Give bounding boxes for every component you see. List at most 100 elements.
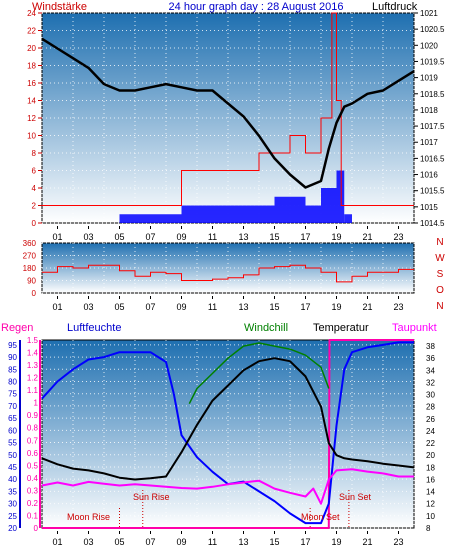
chart-title: 24 hour graph day : 28 August 2016 xyxy=(169,1,344,13)
temperature-axis-label: 30 xyxy=(426,391,435,400)
wind-mean-bar xyxy=(135,214,151,223)
rain-axis-label: 1.2 xyxy=(27,374,39,383)
wind-mean-bar xyxy=(181,205,197,223)
temperature-axis-label: 36 xyxy=(426,354,435,363)
compass-label: N xyxy=(436,237,443,248)
panel1-hour-label: 07 xyxy=(145,232,155,242)
rain-axis-label: 0.9 xyxy=(27,411,39,420)
panel2-hour-label: 11 xyxy=(208,302,217,312)
direction-axis-label: 0 xyxy=(32,289,37,298)
rain-axis-label: 0.8 xyxy=(27,424,39,433)
temperature-axis-label: 10 xyxy=(426,512,435,521)
humidity-axis-label: 25 xyxy=(8,512,17,521)
wind-mean-bar xyxy=(344,214,352,223)
rain-axis-label: 1 xyxy=(34,399,39,408)
compass-label: W xyxy=(435,253,445,264)
wind-direction-line xyxy=(42,264,414,283)
pressure-line xyxy=(41,37,415,189)
compass-label: S xyxy=(437,269,444,280)
pressure-axis-label: 1014.5 xyxy=(420,219,445,228)
wind-mean-bar xyxy=(243,205,259,223)
wind-axis-label: 2 xyxy=(32,202,37,211)
dewpoint-line xyxy=(41,468,414,505)
pressure-axis-label: 1019.5 xyxy=(420,57,445,66)
axis-layer: 0246810121416182022241014.510151015.5101… xyxy=(8,9,445,547)
rain-axis-label: 0.4 xyxy=(27,474,39,483)
panel1-hour-label: 03 xyxy=(83,232,93,242)
humidity-axis-label: 75 xyxy=(8,390,17,399)
wind-mean-bar xyxy=(150,214,166,223)
temperature-axis-label: 20 xyxy=(426,451,435,460)
wind-axis-label: 10 xyxy=(27,132,36,141)
pressure-axis-label: 1020.5 xyxy=(420,25,445,34)
panel3-hour-label: 03 xyxy=(83,537,93,547)
pressure-axis-title: Luftdruck xyxy=(372,1,418,13)
pressure-axis-label: 1017.5 xyxy=(420,122,445,131)
wind-mean-bar xyxy=(166,214,182,223)
panel3-hour-label: 05 xyxy=(114,537,124,547)
panel2-hour-label: 23 xyxy=(393,302,403,312)
temperature-axis-label: 22 xyxy=(426,439,435,448)
panel3-hour-label: 07 xyxy=(145,537,155,547)
panel1-hour-label: 23 xyxy=(393,232,403,242)
panel1-hour-label: 19 xyxy=(331,232,341,242)
pressure-axis-label: 1020 xyxy=(420,41,438,50)
panel2-hour-label: 19 xyxy=(331,302,341,312)
direction-axis-label: 90 xyxy=(27,277,36,286)
panel3-hour-label: 01 xyxy=(52,537,62,547)
panel2-hour-label: 05 xyxy=(114,302,124,312)
legend-temperatur: Temperatur xyxy=(313,322,369,334)
panel2-hour-label: 01 xyxy=(52,302,62,312)
rain-line xyxy=(42,339,414,529)
direction-axis-label: 270 xyxy=(23,252,37,261)
wind-mean-bar xyxy=(212,205,228,223)
panel1-hour-label: 11 xyxy=(208,232,217,242)
wind-axis-label: 16 xyxy=(27,79,36,88)
panel1-hour-label: 17 xyxy=(300,232,310,242)
humidity-axis-label: 85 xyxy=(8,365,17,374)
rain-axis-label: 0.5 xyxy=(27,461,39,470)
humidity-axis-label: 40 xyxy=(8,475,17,484)
compass-label: O xyxy=(436,285,444,296)
humidity-axis-label: 55 xyxy=(8,439,17,448)
panel2-hour-label: 09 xyxy=(176,302,186,312)
wind-axis-label: 8 xyxy=(32,149,37,158)
panel3-hour-label: 11 xyxy=(208,537,217,547)
humidity-axis-label: 65 xyxy=(8,414,17,423)
wind-mean-bar xyxy=(197,205,213,223)
panel2-hour-label: 21 xyxy=(362,302,372,312)
panel1-hour-label: 21 xyxy=(362,232,372,242)
annotation-sun-rise: Sun Rise xyxy=(133,492,170,502)
rain-axis-label: 0.2 xyxy=(27,499,39,508)
panel2-hour-label: 03 xyxy=(83,302,93,312)
panel2-hour-label: 07 xyxy=(145,302,155,312)
legend-windchill: Windchill xyxy=(244,322,288,334)
wind-mean-bar xyxy=(321,188,337,223)
panel3-hour-label: 17 xyxy=(300,537,310,547)
humidity-axis-label: 60 xyxy=(8,426,17,435)
direction-axis-label: 360 xyxy=(23,239,37,248)
pressure-axis-label: 1015.5 xyxy=(420,187,445,196)
wind-mean-bar xyxy=(119,214,135,223)
humidity-axis-label: 45 xyxy=(8,463,17,472)
pressure-axis-label: 1019 xyxy=(420,74,438,83)
panel2-hour-label: 15 xyxy=(269,302,279,312)
pressure-axis-label: 1018.5 xyxy=(420,90,445,99)
wind-mean-bar xyxy=(290,196,306,223)
pressure-axis-label: 1021 xyxy=(420,9,438,18)
temperature-axis-label: 34 xyxy=(426,366,435,375)
series-layer xyxy=(41,12,415,529)
wind-axis-label: 24 xyxy=(27,9,36,18)
panel1-hour-label: 05 xyxy=(114,232,124,242)
legend-regen: Regen xyxy=(1,322,33,334)
wind-axis-label: 22 xyxy=(27,27,36,36)
rain-axis-label: 0 xyxy=(34,524,39,533)
annotation-moon-rise: Moon Rise xyxy=(67,512,110,522)
wind-axis-label: 14 xyxy=(27,97,36,106)
rain-axis-label: 0.3 xyxy=(27,486,39,495)
rain-axis-label: 0.6 xyxy=(27,449,39,458)
panel3-hour-label: 15 xyxy=(269,537,279,547)
temperature-axis-label: 12 xyxy=(426,500,435,509)
legend-luftfeuchte: Luftfeuchte xyxy=(67,322,121,334)
